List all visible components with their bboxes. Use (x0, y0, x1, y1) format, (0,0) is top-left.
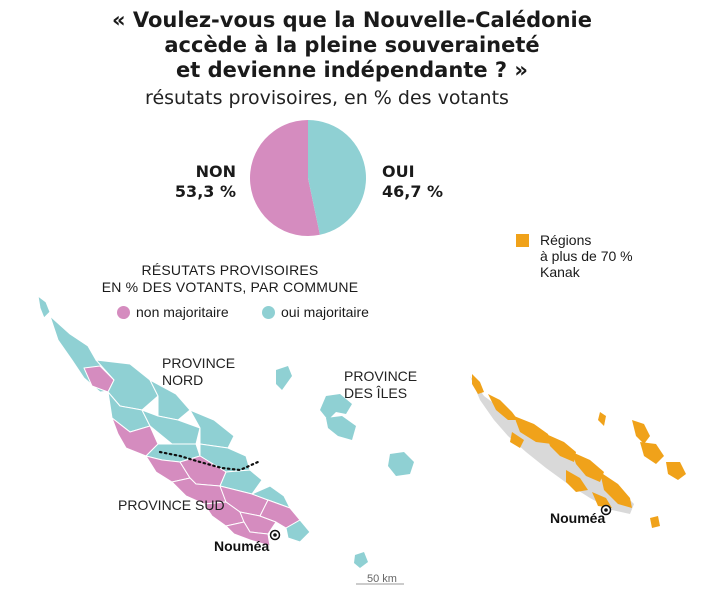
chart-title: « Voulez-vous que la Nouvelle-Calédonie … (0, 8, 704, 83)
kanak-ouvea (632, 420, 650, 444)
label-province-iles-line-1: PROVINCE (344, 368, 418, 384)
kanak-region-2 (488, 394, 518, 420)
kanak-mare (666, 462, 686, 480)
oui-value: 46,7 % (382, 182, 444, 201)
kanak-legend-text: Régions à plus de 70 % Kanak (540, 232, 680, 280)
kanak-regions (472, 374, 686, 528)
label-province-nord: PROVINCE NORD (162, 355, 235, 389)
kanak-region-1 (472, 374, 484, 394)
province-border-line (158, 450, 260, 472)
kanak-region-3 (514, 416, 552, 444)
legend-oui-label: oui majoritaire (281, 304, 369, 320)
kanak-region-4 (546, 434, 576, 462)
kanak-region-6 (600, 472, 632, 508)
kanak-region-9 (592, 492, 612, 508)
legend-oui-majoritaire: oui majoritaire (262, 304, 369, 321)
island-islet-1 (276, 366, 292, 390)
kanak-legend-line-3: Kanak (540, 264, 580, 280)
kanak-islet-1 (598, 412, 606, 426)
pie-slice-oui (308, 120, 366, 235)
kanak-region-7 (510, 432, 524, 448)
oui-label: OUI (382, 162, 415, 181)
commune-east-2 (251, 485, 291, 509)
commune-south-tip (285, 519, 311, 543)
title-line-2: accède à la pleine souveraineté (164, 33, 540, 57)
title-line-3: et devienne indépendante ? » (176, 58, 528, 82)
oui-result: OUI 46,7 % (382, 162, 462, 202)
non-value: 53,3 % (174, 182, 236, 201)
label-province-iles-line-2: DES ÎLES (344, 385, 408, 401)
legend-oui-swatch (262, 306, 275, 319)
island-north-islet (37, 295, 51, 319)
label-province-iles: PROVINCE DES ÎLES (344, 368, 417, 402)
noumea-marker-dot (273, 533, 277, 537)
kanak-noumea-marker-dot (604, 508, 608, 512)
kanak-label-noumea: Nouméa (550, 510, 606, 526)
kanak-pins (650, 516, 660, 528)
pie-slice-non (250, 120, 320, 236)
commune-map-title-line-2: EN % DES VOTANTS, PAR COMMUNE (101, 279, 359, 295)
kanak-lifou (640, 442, 664, 464)
island-mare (388, 452, 414, 476)
kanak-region-8 (566, 470, 588, 492)
result-pie (246, 118, 370, 238)
kanak-legend-line-2: à plus de 70 % (540, 248, 633, 264)
kanak-legend-line-1: Régions (540, 232, 592, 248)
non-label: NON (195, 162, 236, 181)
label-province-sud: PROVINCE SUD (118, 497, 225, 513)
title-line-1: « Voulez-vous que la Nouvelle-Calédonie (112, 8, 592, 32)
legend-non-label: non majoritaire (136, 304, 229, 320)
island-lifou (326, 416, 356, 440)
commune-north-5 (141, 409, 201, 445)
non-result: NON 53,3 % (160, 162, 236, 202)
commune-map-title: RÉSUTATS PROVISOIRES EN % DES VOTANTS, P… (80, 262, 380, 296)
island-pins (354, 552, 368, 568)
island-ouvea (320, 394, 352, 420)
commune-map-title-line-1: RÉSUTATS PROVISOIRES (141, 262, 319, 278)
kanak-region-5 (572, 452, 604, 482)
chart-subtitle: résutats provisoires, en % des votants (145, 87, 509, 109)
scale-label: 50 km (367, 573, 397, 585)
commune-noumea-area (225, 521, 271, 547)
label-province-nord-line-1: PROVINCE (162, 355, 236, 371)
label-noumea: Nouméa (214, 538, 270, 554)
kanak-legend-swatch (516, 234, 529, 247)
legend-non-swatch (117, 306, 130, 319)
legend-non-majoritaire: non majoritaire (117, 304, 229, 321)
label-province-nord-line-2: NORD (162, 372, 204, 388)
